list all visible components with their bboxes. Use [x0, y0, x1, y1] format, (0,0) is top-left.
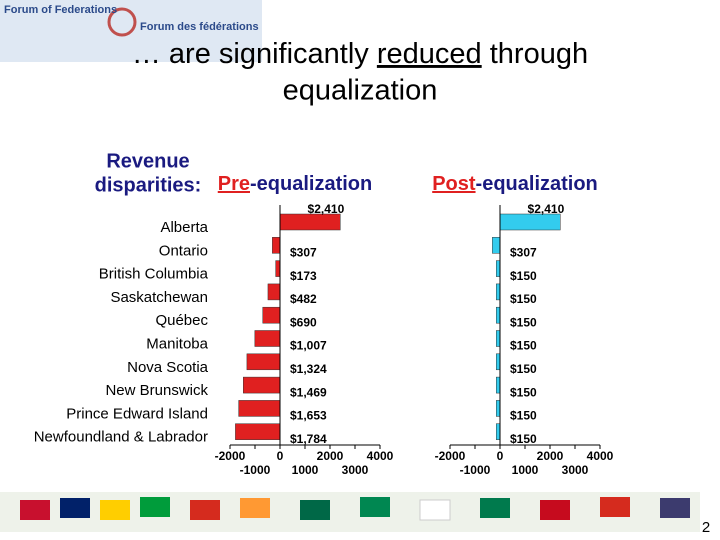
value-label: $690: [290, 315, 317, 329]
value-label: $307: [290, 245, 317, 259]
bar: [496, 283, 501, 301]
value-label: $173: [290, 269, 317, 283]
bar: [496, 376, 501, 394]
value-label: $150: [510, 385, 537, 399]
flag: [60, 498, 90, 518]
value-label: $1,007: [290, 339, 327, 353]
value-label: $2,410: [528, 202, 565, 216]
title-emph: reduced: [377, 38, 482, 70]
heading: disparities:: [95, 174, 202, 196]
value-label: $150: [510, 339, 537, 353]
bar: [496, 353, 501, 371]
bar: [267, 283, 281, 301]
x-tick-label: 4000: [587, 449, 614, 463]
bar: [254, 330, 281, 347]
value-label: $2,410: [308, 202, 345, 216]
x-tick-label: -2000: [215, 449, 246, 463]
flag: [140, 497, 170, 517]
bar: [243, 376, 281, 394]
value-label: $150: [510, 315, 537, 329]
title-part: through: [482, 38, 588, 70]
flag: [300, 500, 330, 520]
x-tick-label: 3000: [342, 463, 369, 477]
flag: [660, 498, 690, 518]
flag: [540, 500, 570, 520]
x-tick-label: 0: [277, 449, 284, 463]
bar: [238, 400, 281, 417]
chart-title-rest: -equalization: [250, 173, 372, 195]
flag: [360, 497, 390, 517]
value-label: $307: [510, 245, 537, 259]
bar: [272, 237, 281, 254]
slide-title: … are significantly reduced through: [132, 38, 588, 70]
category-label: Manitoba: [146, 335, 208, 352]
value-label: $150: [510, 362, 537, 376]
flag: [190, 500, 220, 520]
bar: [279, 213, 341, 231]
bar: [246, 353, 281, 371]
x-tick-label: -1000: [240, 463, 271, 477]
value-label: $482: [290, 292, 317, 306]
x-tick-label: 1000: [292, 463, 319, 477]
bar: [496, 330, 501, 347]
category-label: Prince Edward Island: [66, 405, 208, 422]
bar: [492, 237, 501, 254]
category-label: Nova Scotia: [127, 359, 209, 376]
x-tick-label: 3000: [562, 463, 589, 477]
category-label: British Columbia: [99, 266, 209, 283]
value-label: $150: [510, 409, 537, 423]
category-label: New Brunswick: [105, 382, 208, 399]
value-label: $150: [510, 432, 537, 446]
value-label: $1,469: [290, 385, 327, 399]
x-tick-label: 1000: [512, 463, 539, 477]
flag: [600, 497, 630, 517]
title-part: … are significantly: [132, 38, 377, 70]
chart-title-highlight: Post: [432, 173, 476, 195]
x-tick-label: 4000: [367, 449, 394, 463]
chart-title-highlight: Pre: [218, 173, 250, 195]
x-tick-label: 0: [497, 449, 504, 463]
x-tick-label: -2000: [435, 449, 466, 463]
value-label: $150: [510, 292, 537, 306]
logo-text: Forum of Federations: [4, 4, 117, 16]
value-label: $1,324: [290, 362, 327, 376]
flag: [100, 500, 130, 520]
chart-title: Pre-equalization: [218, 173, 372, 195]
chart-title: Post-equalization: [432, 173, 598, 195]
x-tick-label: 2000: [317, 449, 344, 463]
category-label: Ontario: [159, 242, 208, 259]
bar: [496, 306, 501, 324]
logo-text: Forum des fédérations: [140, 21, 259, 33]
category-label: Québec: [155, 312, 208, 329]
value-label: $150: [510, 269, 537, 283]
category-label: Alberta: [160, 219, 208, 236]
slide-title: equalization: [283, 75, 438, 107]
flag: [240, 498, 270, 518]
slide-number: 2: [702, 519, 710, 536]
bar: [496, 400, 501, 417]
category-label: Newfoundland & Labrador: [34, 429, 208, 446]
category-label: Saskatchewan: [110, 289, 208, 306]
bar: [262, 306, 281, 324]
x-tick-label: 2000: [537, 449, 564, 463]
flag: [20, 500, 50, 520]
bar: [275, 260, 281, 277]
bar: [496, 260, 501, 277]
x-tick-label: -1000: [460, 463, 491, 477]
logo-icon: [107, 7, 137, 37]
heading: Revenue: [106, 150, 189, 172]
chart-title-rest: -equalization: [476, 173, 598, 195]
bar: [496, 423, 501, 440]
value-label: $1,653: [290, 409, 327, 423]
bar: [499, 213, 561, 231]
bar: [235, 423, 281, 440]
flags: [0, 492, 700, 532]
flag: [419, 499, 451, 521]
value-label: $1,784: [290, 432, 327, 446]
flag: [480, 498, 510, 518]
